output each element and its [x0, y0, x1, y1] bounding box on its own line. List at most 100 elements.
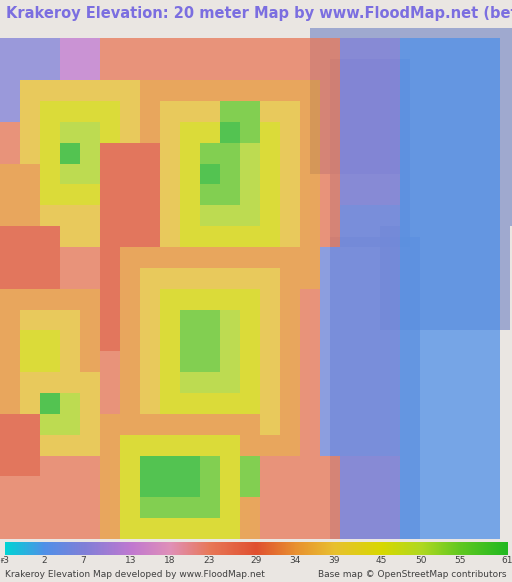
Bar	[380, 310, 400, 331]
Bar	[80, 456, 100, 476]
Bar	[120, 38, 140, 59]
Bar	[160, 184, 180, 205]
Bar	[220, 80, 240, 101]
Bar	[180, 435, 200, 456]
Bar	[80, 184, 100, 205]
Bar	[340, 164, 360, 184]
Bar	[300, 289, 320, 310]
Bar	[80, 247, 100, 268]
Bar	[380, 80, 400, 101]
Bar	[180, 518, 200, 539]
Bar	[120, 80, 140, 101]
Bar	[380, 497, 400, 518]
Bar	[400, 310, 420, 331]
Bar	[360, 143, 380, 164]
Bar	[340, 80, 360, 101]
Bar	[280, 518, 300, 539]
Bar	[180, 143, 200, 164]
Bar	[420, 456, 440, 476]
Text: 18: 18	[164, 556, 176, 565]
Bar	[460, 38, 480, 59]
Bar	[60, 310, 80, 331]
Bar	[160, 59, 180, 80]
Bar	[100, 435, 120, 456]
Bar	[440, 456, 460, 476]
Bar	[160, 351, 180, 372]
Bar	[240, 38, 260, 59]
Bar	[320, 164, 340, 184]
Bar	[420, 435, 440, 456]
Bar	[160, 38, 180, 59]
Bar	[100, 518, 120, 539]
Bar	[120, 414, 140, 435]
Bar	[60, 331, 80, 351]
Bar	[360, 497, 380, 518]
Bar	[200, 393, 220, 414]
Bar	[400, 435, 420, 456]
Bar	[20, 205, 40, 226]
Bar	[340, 101, 360, 122]
Bar	[420, 247, 440, 268]
Bar	[460, 184, 480, 205]
Text: 2: 2	[41, 556, 47, 565]
Bar	[120, 289, 140, 310]
Bar	[320, 351, 340, 372]
Bar	[80, 38, 100, 59]
Bar	[340, 310, 360, 331]
Bar	[300, 226, 320, 247]
Bar	[160, 247, 180, 268]
Bar	[40, 205, 60, 226]
Bar	[460, 435, 480, 456]
Bar	[360, 435, 380, 456]
Bar	[360, 164, 380, 184]
Bar	[480, 247, 500, 268]
Bar	[120, 435, 140, 456]
Bar	[380, 268, 400, 289]
Bar	[280, 435, 300, 456]
Bar	[200, 414, 220, 435]
Bar	[320, 476, 340, 497]
Bar	[20, 268, 40, 289]
Bar	[460, 393, 480, 414]
Bar	[320, 226, 340, 247]
Bar	[200, 497, 220, 518]
Bar	[440, 497, 460, 518]
Bar	[0, 226, 20, 247]
Bar	[480, 59, 500, 80]
Bar	[0, 456, 20, 476]
Bar	[420, 289, 440, 310]
Bar	[160, 268, 180, 289]
Bar	[320, 122, 340, 143]
Bar	[260, 310, 280, 331]
Bar	[20, 247, 40, 268]
Bar	[320, 184, 340, 205]
Bar	[440, 268, 460, 289]
Bar	[40, 143, 60, 164]
Bar	[220, 331, 240, 351]
Bar	[460, 247, 480, 268]
Bar	[420, 476, 440, 497]
Bar	[0, 205, 20, 226]
Bar	[480, 456, 500, 476]
Bar	[100, 414, 120, 435]
Bar	[440, 372, 460, 393]
Bar	[160, 226, 180, 247]
Bar	[240, 247, 260, 268]
Bar	[360, 518, 380, 539]
Bar	[440, 310, 460, 331]
Bar	[480, 518, 500, 539]
Bar	[240, 393, 260, 414]
Bar	[420, 518, 440, 539]
Bar	[280, 205, 300, 226]
Bar	[100, 226, 120, 247]
Bar	[200, 518, 220, 539]
Bar	[400, 456, 420, 476]
Bar	[320, 143, 340, 164]
Bar	[40, 80, 60, 101]
Bar	[80, 205, 100, 226]
Bar	[480, 476, 500, 497]
Bar	[480, 414, 500, 435]
Bar	[320, 289, 340, 310]
Bar	[40, 393, 60, 414]
Bar	[120, 59, 140, 80]
